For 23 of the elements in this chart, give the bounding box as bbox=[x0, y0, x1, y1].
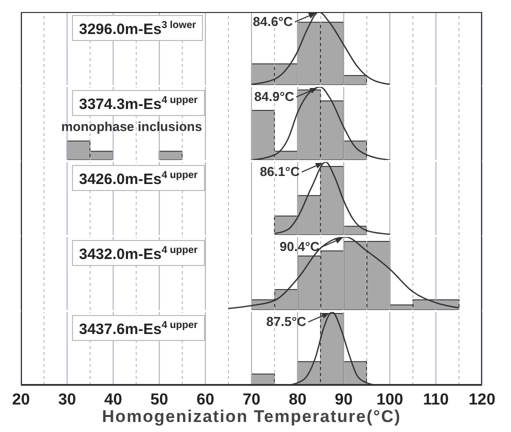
annotation: 87.5°C bbox=[266, 314, 307, 329]
label-box: 3296.0m-Es$^{3 lower}$ bbox=[72, 15, 204, 41]
x-axis-title: Homogenization Temperature(°C) bbox=[100, 407, 402, 427]
label-box: 3437.6m-Es$^{4 upper}$ bbox=[72, 315, 205, 341]
label-box: 3426.0m-Es$^{4 upper}$ bbox=[72, 165, 205, 191]
x-tick-label: 30 bbox=[58, 391, 76, 408]
annotation: 90.4°C bbox=[280, 239, 320, 254]
annotation: 84.9°C bbox=[254, 89, 295, 104]
annotation: 86.1°C bbox=[260, 164, 300, 179]
x-tick-label: 80 bbox=[288, 391, 307, 408]
annotation: 84.6°C bbox=[252, 14, 294, 29]
x-tick-label: 110 bbox=[422, 391, 449, 408]
x-tick-label: 40 bbox=[104, 391, 122, 408]
x-tick-label: 60 bbox=[196, 391, 214, 408]
x-tick-label: 50 bbox=[150, 391, 168, 408]
x-tick-label: 70 bbox=[242, 391, 260, 408]
x-tick-label: 120 bbox=[468, 391, 496, 408]
x-tick-label: 20 bbox=[12, 391, 30, 408]
annotation: monophase inclusions bbox=[61, 118, 202, 134]
label-box: 3432.0m-Es$^{4 upper}$ bbox=[72, 240, 205, 266]
x-tick-label: 100 bbox=[376, 391, 404, 408]
x-tick-label: 90 bbox=[334, 391, 353, 408]
label-box: 3374.3m-Es$^{4 upper}$ bbox=[72, 90, 205, 116]
